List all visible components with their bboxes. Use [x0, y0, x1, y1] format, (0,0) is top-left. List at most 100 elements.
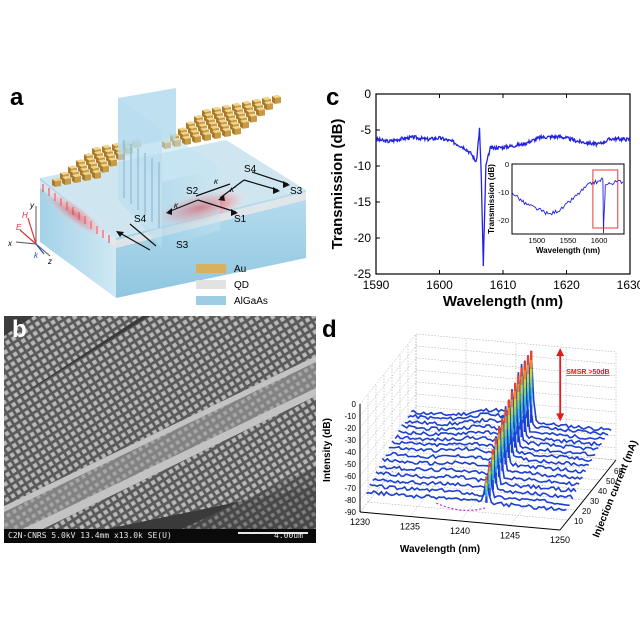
gold-pad-right-top	[196, 119, 205, 123]
x-tick-label: 1240	[450, 526, 470, 536]
grid-line	[375, 491, 577, 511]
spectrum-line	[388, 399, 589, 467]
z-tick-label: 40	[598, 487, 607, 496]
gold-pad-right-top	[254, 103, 263, 107]
y-tick-label: 0	[352, 400, 357, 409]
inset-x-tick-label: 1550	[560, 236, 577, 245]
gold-pad-left-side	[85, 174, 91, 181]
y-tick-label: -70	[344, 484, 356, 493]
inset-highlight-box	[592, 169, 619, 229]
x-axis	[359, 511, 561, 531]
gold-pad-right-top	[178, 127, 187, 131]
y-tick-label: -20	[344, 424, 356, 433]
label-s4-right: S4	[244, 164, 257, 175]
gold-pad-right-side	[267, 103, 273, 111]
gold-pad-left-top	[100, 163, 109, 167]
label-s1: S1	[234, 214, 247, 225]
gold-pad-right-top	[264, 101, 273, 105]
spectrum-line	[381, 415, 583, 481]
ridge-grating	[123, 140, 160, 228]
y-tick-label: -10	[354, 159, 372, 173]
spectrum-line	[366, 477, 567, 512]
smsr-arrowhead-up	[556, 348, 565, 357]
gold-pad-left-side	[103, 165, 109, 173]
gold-pad-left-top	[92, 169, 101, 174]
arrowheads	[116, 181, 290, 237]
gold-pad-right-top	[200, 127, 209, 131]
axis-x: x	[7, 239, 13, 248]
gold-pad-left-side	[65, 178, 71, 185]
ridge-face	[118, 98, 162, 248]
sem-info-bar: C2N-CNRS 5.0kV 13.4mm x13.0k SE(U) 4.00u…	[4, 529, 316, 543]
gold-pad-left-top	[96, 155, 105, 159]
gold-pad-right-top	[190, 129, 199, 133]
gold-pad-right-top	[272, 94, 281, 99]
gold-pad-right-side	[259, 109, 265, 117]
spectrum-line	[385, 406, 587, 474]
panel-label-b: b	[12, 316, 27, 343]
smsr-arrowhead-down	[556, 413, 565, 422]
gold-pad-left-top	[92, 146, 101, 151]
inset-x-tick-label: 1600	[591, 236, 608, 245]
axis-k: k	[34, 251, 39, 260]
gold-pad-right-top	[236, 111, 245, 115]
gold-pad-right-top	[234, 107, 243, 111]
spectrum-line	[372, 449, 574, 500]
gold-pad-left-front	[82, 173, 85, 181]
gold-pad-right-side	[195, 136, 201, 143]
gold-pad-right-top	[238, 115, 247, 119]
gold-pad-left-top	[88, 161, 97, 165]
x-tick-label: 1235	[400, 522, 420, 532]
gold-pad-right-top	[262, 96, 271, 101]
transmission-line	[375, 127, 631, 267]
gold-pad-right-top	[202, 131, 211, 136]
gold-pad-right-top	[210, 125, 219, 129]
gold-pad-right-top	[198, 123, 207, 127]
axis-e: E	[16, 223, 22, 232]
label-s2: S2	[186, 186, 199, 197]
gold-pad-right-top	[202, 108, 211, 113]
y-tick-label: -20	[354, 231, 372, 245]
gold-pad-right-top	[240, 119, 249, 123]
gold-pad-left-top	[82, 171, 91, 176]
gold-pad-right-top	[212, 106, 221, 111]
inset-line	[511, 177, 624, 234]
gold-pad-left-top	[106, 153, 115, 157]
gold-pad-right-top	[216, 115, 225, 119]
device-schematic: S1 S2 S3 S3 S4 S4 κ κ κ' y x z E H k Au …	[7, 88, 306, 307]
z-tick-label: 20	[582, 507, 591, 516]
grid-line	[367, 501, 569, 521]
gold-pad-right-top	[230, 121, 239, 125]
gold-pad-left-top	[84, 153, 93, 157]
grid-line	[415, 441, 617, 461]
gold-pad-left-top	[102, 144, 111, 149]
y-tick-label: -25	[354, 267, 372, 281]
smsr-label: SMSR >50dB	[566, 369, 609, 376]
y-tick-label: -80	[344, 496, 356, 505]
label-kappa-2: κ	[214, 177, 219, 186]
gold-pad-right-top	[222, 127, 231, 132]
gold-pad-right-top	[192, 133, 201, 138]
axis-z: z	[47, 257, 52, 266]
gold-pad-right-top	[252, 98, 261, 103]
gold-pad-right-side	[243, 121, 249, 129]
y-tick-label: 0	[364, 87, 371, 101]
y-tick-label: -50	[344, 460, 356, 469]
gold-pad-right-front	[232, 127, 235, 135]
gold-pad-right-top	[232, 102, 241, 107]
gold-pad-left-front	[108, 158, 111, 167]
x-tick-label: 1230	[350, 517, 370, 527]
axis-y: y	[29, 201, 35, 210]
gold-pad-right-top	[204, 113, 213, 117]
legend-label-au: Au	[234, 264, 246, 275]
gold-pad-right-front	[256, 108, 259, 117]
gold-pad-left-top	[80, 167, 89, 171]
gold-pad-right-front	[202, 133, 205, 141]
label-kappa-3: κ'	[230, 185, 236, 194]
legend-swatch-algaas	[196, 296, 226, 305]
coordinate-axes: y x z E H k	[7, 201, 52, 266]
gold-pad-right-top	[248, 113, 257, 117]
gold-pad-right-top	[186, 121, 195, 125]
label-s3-right: S3	[290, 186, 303, 197]
